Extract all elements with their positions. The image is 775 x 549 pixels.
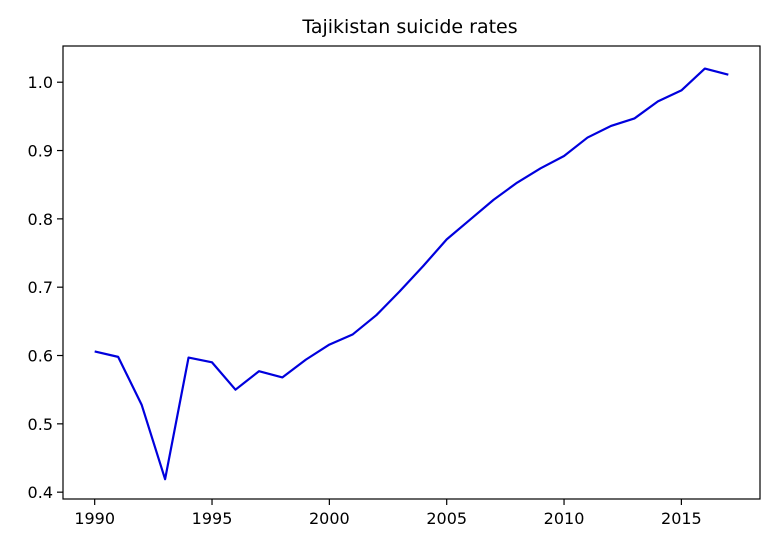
plot-area [94,67,729,481]
series-line [94,67,729,481]
x-tick-label: 1990 [74,509,115,528]
y-tick-label: 1.0 [28,73,53,92]
x-axis: 1990 1995 2000 2005 2010 2015 [74,499,702,528]
chart-title: Tajikistan suicide rates [301,16,517,38]
y-tick-label: 0.8 [28,210,53,229]
x-tick-label: 2000 [309,509,350,528]
x-tick-label: 2005 [426,509,467,528]
axes-frame [62,45,761,500]
y-axis: 0.4 0.5 0.6 0.7 0.8 0.9 1.0 [28,73,63,502]
x-tick-label: 2015 [661,509,702,528]
y-tick-label: 0.7 [28,278,53,297]
y-tick-label: 0.4 [28,483,53,502]
y-tick-label: 0.6 [28,347,53,366]
y-tick-label: 0.9 [28,142,53,161]
x-tick-label: 2010 [544,509,585,528]
y-tick-label: 0.5 [28,415,53,434]
x-tick-label: 1995 [192,509,233,528]
